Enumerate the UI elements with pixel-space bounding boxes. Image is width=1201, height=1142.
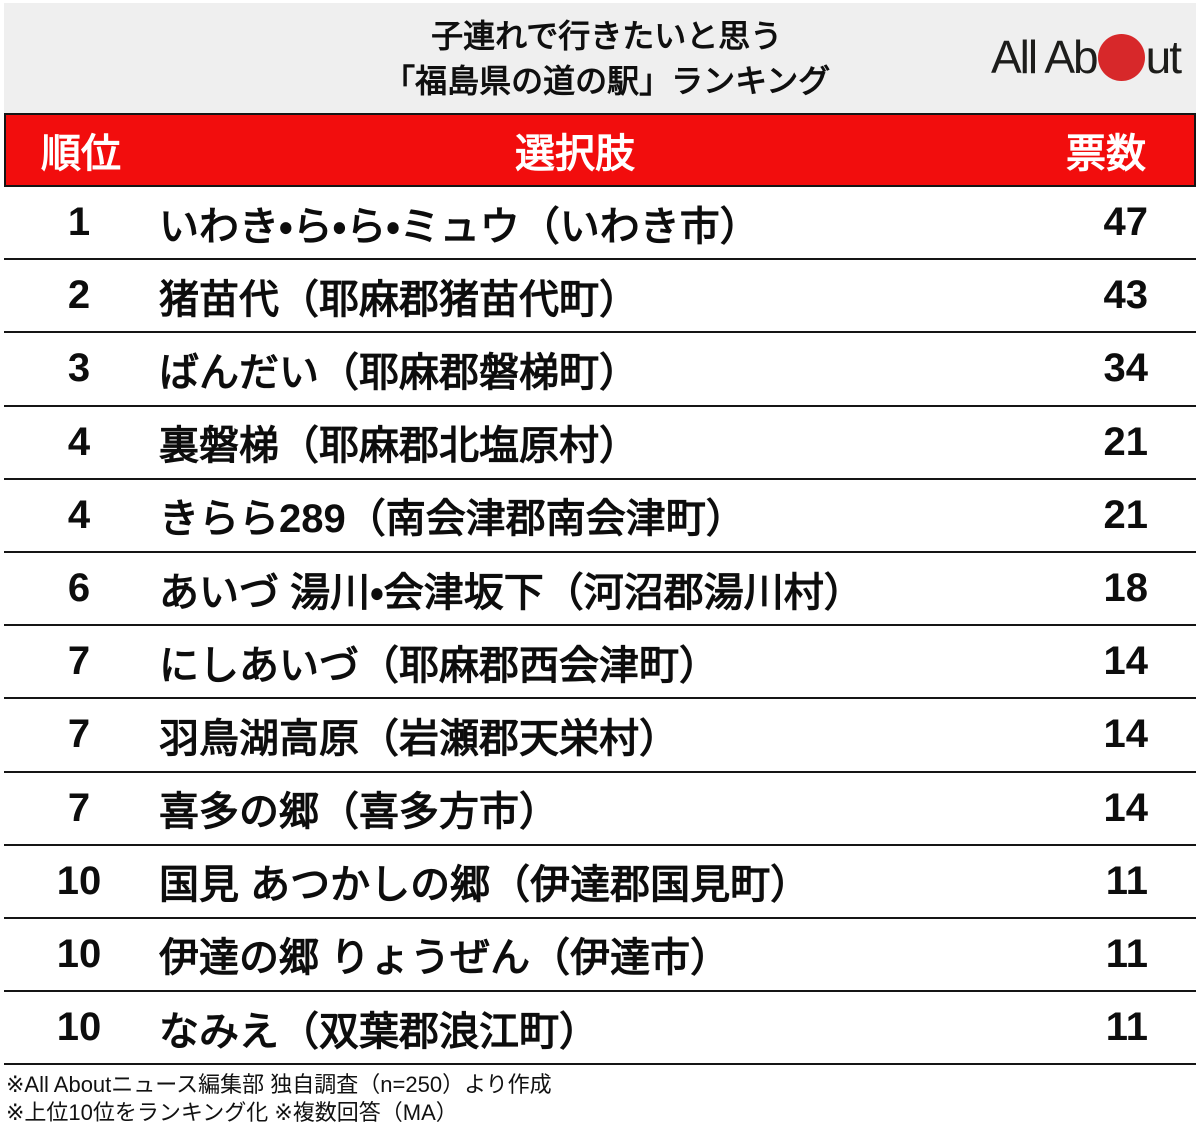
ranking-table: 順位 選択肢 票数 1 いわき・ら・ら・ミュウ（いわき市） 47 2 猪苗代（耶… (4, 113, 1196, 1066)
votes-cell: 14 (1103, 639, 1149, 684)
choice-cell: ばんだい（耶麻郡磐梯町） (159, 350, 639, 395)
rank-cell: 10 (56, 858, 102, 903)
rank-cell: 4 (67, 419, 91, 464)
votes-cell: 21 (1103, 419, 1149, 464)
choice-cell: いわき・ら・ら・ミュウ（いわき市） (159, 204, 760, 249)
choice-cell: あいづ 湯川・会津坂下（河沼郡湯川村） (159, 570, 864, 615)
rank-cell: 7 (67, 712, 91, 757)
votes-cell: 11 (1105, 858, 1148, 903)
votes-cell: 43 (1103, 273, 1149, 318)
votes-cell: 18 (1103, 566, 1149, 611)
page-title: 子連れで行きたいと思う 「福島県の道の駅」ランキング (383, 14, 830, 104)
choice-cell: 猪苗代（耶麻郡猪苗代町） (159, 277, 639, 322)
allabout-logo: All Ab ut (990, 29, 1182, 85)
choice-cell: 裏磐梯（耶麻郡北塩原村） (159, 424, 639, 469)
table-row: 1 いわき・ら・ら・ミュウ（いわき市） 47 (4, 187, 1196, 261)
table-row: 4 きらら289（南会津郡南会津町） 21 (4, 479, 1196, 553)
logo-text-before: All Ab (990, 31, 1099, 83)
table-row: 2 猪苗代（耶麻郡猪苗代町） 43 (4, 260, 1196, 334)
rank-cell: 7 (67, 639, 91, 684)
votes-cell: 11 (1105, 931, 1148, 976)
table-header-row: 順位 選択肢 票数 (4, 113, 1196, 187)
column-header-rank: 順位 (41, 132, 121, 176)
rank-cell: 10 (56, 931, 102, 976)
table-row: 10 国見 あつかしの郷（伊達郡国見町） 11 (4, 845, 1196, 919)
table-row: 10 なみえ（双葉郡浪江町） 11 (4, 992, 1196, 1066)
header-band: 子連れで行きたいと思う 「福島県の道の駅」ランキング All Ab ut (4, 3, 1196, 113)
column-header-votes: 票数 (1066, 132, 1146, 176)
votes-cell: 47 (1103, 200, 1149, 245)
footnotes: ※All Aboutニュース編集部 独自調査（n=250）より作成 ※上位10位… (6, 1071, 1197, 1127)
table-row: 7 喜多の郷（喜多方市） 14 (4, 772, 1196, 846)
logo-text-after: ut (1145, 31, 1182, 83)
rank-cell: 6 (67, 566, 91, 611)
column-header-choice: 選択肢 (515, 132, 635, 176)
table-row: 10 伊達の郷 りょうぜん（伊達市） 11 (4, 918, 1196, 993)
rank-cell: 1 (67, 200, 91, 245)
votes-cell: 21 (1103, 492, 1149, 537)
footnote-line1: ※All Aboutニュース編集部 独自調査（n=250）より作成 (6, 1072, 552, 1097)
choice-cell: きらら289（南会津郡南会津町） (159, 497, 746, 542)
votes-cell: 14 (1103, 785, 1149, 830)
votes-cell: 14 (1103, 712, 1149, 757)
choice-cell: 国見 あつかしの郷（伊達郡国見町） (159, 863, 811, 908)
page-title-line2: 「福島県の道の駅」ランキング (383, 63, 831, 99)
table-row: 3 ばんだい（耶麻郡磐梯町） 34 (4, 333, 1196, 407)
logo-red-dot-icon (1097, 34, 1145, 81)
choice-cell: 羽鳥湖高原（岩瀬郡天栄村） (159, 716, 679, 761)
votes-cell: 34 (1103, 346, 1149, 391)
votes-cell: 11 (1105, 1005, 1148, 1050)
choice-cell: 喜多の郷（喜多方市） (159, 790, 559, 835)
table-row: 7 羽鳥湖高原（岩瀬郡天栄村） 14 (4, 699, 1196, 773)
table-row: 7 にしあいづ（耶麻郡西会津町） 14 (4, 626, 1196, 700)
table-row: 4 裏磐梯（耶麻郡北塩原村） 21 (4, 406, 1196, 480)
rank-cell: 7 (67, 785, 91, 830)
rank-cell: 10 (56, 1005, 102, 1050)
table-body: 1 いわき・ら・ら・ミュウ（いわき市） 47 2 猪苗代（耶麻郡猪苗代町） 43… (4, 187, 1196, 1066)
rank-cell: 3 (67, 346, 91, 391)
footnote-line2: ※上位10位をランキング化 ※複数回答（MA） (6, 1100, 458, 1125)
choice-cell: なみえ（双葉郡浪江町） (159, 1009, 599, 1054)
choice-cell: 伊達の郷 りょうぜん（伊達市） (159, 936, 731, 981)
rank-cell: 2 (67, 273, 91, 318)
rank-cell: 4 (67, 492, 91, 537)
page-title-line1: 子連れで行きたいと思う (431, 18, 783, 54)
choice-cell: にしあいづ（耶麻郡西会津町） (159, 643, 719, 688)
table-row: 6 あいづ 湯川・会津坂下（河沼郡湯川村） 18 (4, 552, 1196, 627)
